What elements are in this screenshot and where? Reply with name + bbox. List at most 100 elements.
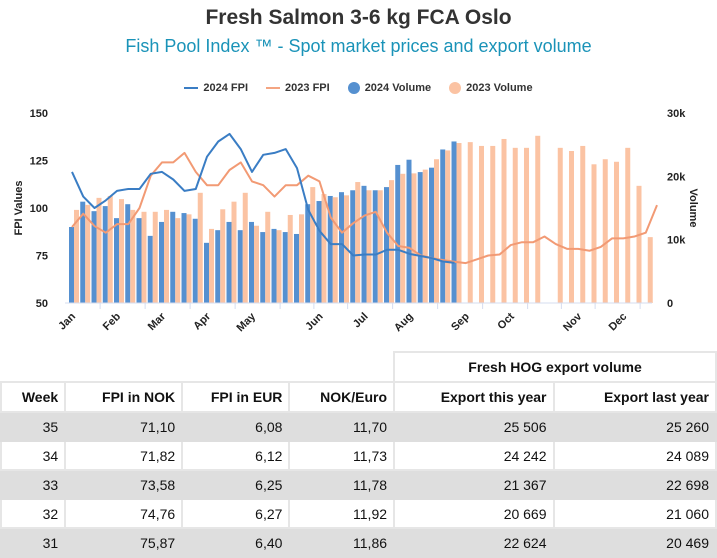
bar-2024-volume xyxy=(451,141,457,303)
cell-fpi-nok: 71,82 xyxy=(64,440,184,471)
bar-2023-volume xyxy=(580,145,586,303)
bar-2024-volume xyxy=(339,192,344,303)
bar-2023-volume xyxy=(276,230,282,303)
legend-item-2024-volume[interactable]: 2024 Volume xyxy=(347,82,431,94)
table-row: 34 71,82 6,12 11,73 24 242 24 089 xyxy=(0,440,717,471)
bar-2024-volume xyxy=(249,221,254,303)
bar-2024-volume xyxy=(350,190,356,303)
cell-export-last-year: 24 089 xyxy=(552,440,717,471)
bar-2023-volume xyxy=(332,197,338,303)
bar-2024-volume xyxy=(159,221,164,303)
bar-2024-volume xyxy=(91,211,97,303)
bar-2024-volume xyxy=(170,211,176,303)
bar-2023-volume xyxy=(164,209,169,303)
cell-export-this-year: 22 624 xyxy=(393,527,555,558)
y-axis-title: FPI Values xyxy=(13,180,25,235)
x-tick-label: May xyxy=(234,310,258,334)
bar-2024-volume xyxy=(429,167,434,303)
volume-bars xyxy=(69,135,653,303)
col-export-this-year: Export this year xyxy=(393,381,555,413)
bar-2023-volume xyxy=(74,209,79,303)
cell-export-this-year: 25 506 xyxy=(393,411,555,442)
bar-2024-volume xyxy=(192,218,198,303)
bar-2023-volume xyxy=(625,147,631,303)
bar-2024-volume xyxy=(147,235,153,303)
col-fpi-nok: FPI in NOK xyxy=(64,381,184,413)
x-tick-label: Feb xyxy=(101,310,124,333)
cell-export-last-year: 21 060 xyxy=(552,498,717,529)
cell-export-last-year: 22 698 xyxy=(552,469,717,500)
bar-2023-volume xyxy=(389,180,394,303)
bar-2024-volume xyxy=(406,159,412,303)
bar-2024-volume xyxy=(361,185,367,303)
bar-2023-volume xyxy=(647,237,653,303)
bar-2024-volume xyxy=(181,213,187,303)
legend-label: 2024 FPI xyxy=(203,82,249,94)
cell-export-last-year: 20 469 xyxy=(552,527,717,558)
cell-nok-euro: 11,70 xyxy=(288,411,396,442)
column-header-row: Week FPI in NOK FPI in EUR NOK/Euro Expo… xyxy=(0,381,717,413)
bar-2023-volume xyxy=(265,211,271,303)
bar-2023-volume xyxy=(524,147,529,303)
chart-legend: 2024 FPI 2023 FPI 2024 Volume 2023 Volum… xyxy=(0,82,717,94)
cell-export-this-year: 20 669 xyxy=(393,498,555,529)
bar-2024-volume xyxy=(260,232,266,303)
x-tick-label: Dec xyxy=(607,311,630,334)
x-tick-label: Jan xyxy=(56,310,78,332)
cell-week: 33 xyxy=(0,469,67,500)
group-header: Fresh HOG export volume xyxy=(393,351,717,383)
bar-2024-volume xyxy=(395,164,401,303)
bar-2023-volume xyxy=(85,204,91,303)
legend-item-2024-fpi[interactable]: 2024 FPI xyxy=(184,82,248,94)
legend-item-2023-volume[interactable]: 2023 Volume xyxy=(449,82,533,94)
legend-item-2023-fpi[interactable]: 2023 FPI xyxy=(266,82,330,94)
bar-2023-volume xyxy=(141,211,147,303)
bar-2023-volume xyxy=(535,135,541,303)
bar-2023-volume xyxy=(377,190,383,303)
fpi-data-table: Fresh HOG export volume Week FPI in NOK … xyxy=(0,351,717,558)
cell-nok-euro: 11,73 xyxy=(288,440,396,471)
cell-nok-euro: 11,86 xyxy=(288,527,396,558)
col-export-last-year: Export last year xyxy=(552,381,717,413)
y-tick-label: 150 xyxy=(30,108,48,120)
bar-2023-volume xyxy=(220,209,226,303)
cell-fpi-eur: 6,27 xyxy=(181,498,291,529)
y-tick-label: 75 xyxy=(36,251,48,263)
cell-fpi-nok: 73,58 xyxy=(64,469,184,500)
bar-2023-volume xyxy=(186,214,192,303)
line-2024-fpi xyxy=(71,132,455,264)
bar-2023-volume xyxy=(602,159,608,303)
legend-label: 2023 Volume xyxy=(466,82,533,94)
bar-2023-volume xyxy=(479,145,484,303)
legend-label: 2023 FPI xyxy=(285,82,330,94)
bar-2024-volume xyxy=(327,195,333,303)
bar-2023-volume xyxy=(467,142,473,303)
cell-fpi-nok: 74,76 xyxy=(64,498,184,529)
bar-2024-volume xyxy=(102,206,108,303)
bar-2024-volume xyxy=(237,230,243,303)
bar-2024-volume xyxy=(282,232,288,303)
bar-2023-volume xyxy=(209,228,214,303)
dot-swatch-icon xyxy=(449,82,462,94)
bar-2023-volume xyxy=(569,151,574,303)
bar-2023-volume xyxy=(310,187,316,303)
bar-2024-volume xyxy=(125,204,131,303)
bar-2023-volume xyxy=(96,197,102,303)
table-row: 32 74,76 6,27 11,92 20 669 21 060 xyxy=(0,498,717,529)
bar-2023-volume xyxy=(614,161,619,303)
bar-2023-volume xyxy=(107,195,113,303)
bar-2023-volume xyxy=(130,209,136,303)
y2-tick-label: 30k xyxy=(667,108,686,120)
y-tick-label: 50 xyxy=(36,298,48,310)
cell-fpi-eur: 6,12 xyxy=(181,440,291,471)
bar-2023-volume xyxy=(501,138,507,303)
x-tick-label: Jul xyxy=(351,311,371,331)
table-row: 35 71,10 6,08 11,70 25 506 25 260 xyxy=(0,411,717,442)
x-tick-label: Nov xyxy=(561,310,585,334)
table-row: 31 75,87 6,40 11,86 22 624 20 469 xyxy=(0,527,717,558)
blank-header xyxy=(1,352,394,382)
cell-nok-euro: 11,92 xyxy=(288,498,396,529)
fpi-lines xyxy=(71,132,658,265)
bar-2023-volume xyxy=(231,201,237,303)
cell-fpi-eur: 6,25 xyxy=(181,469,291,500)
